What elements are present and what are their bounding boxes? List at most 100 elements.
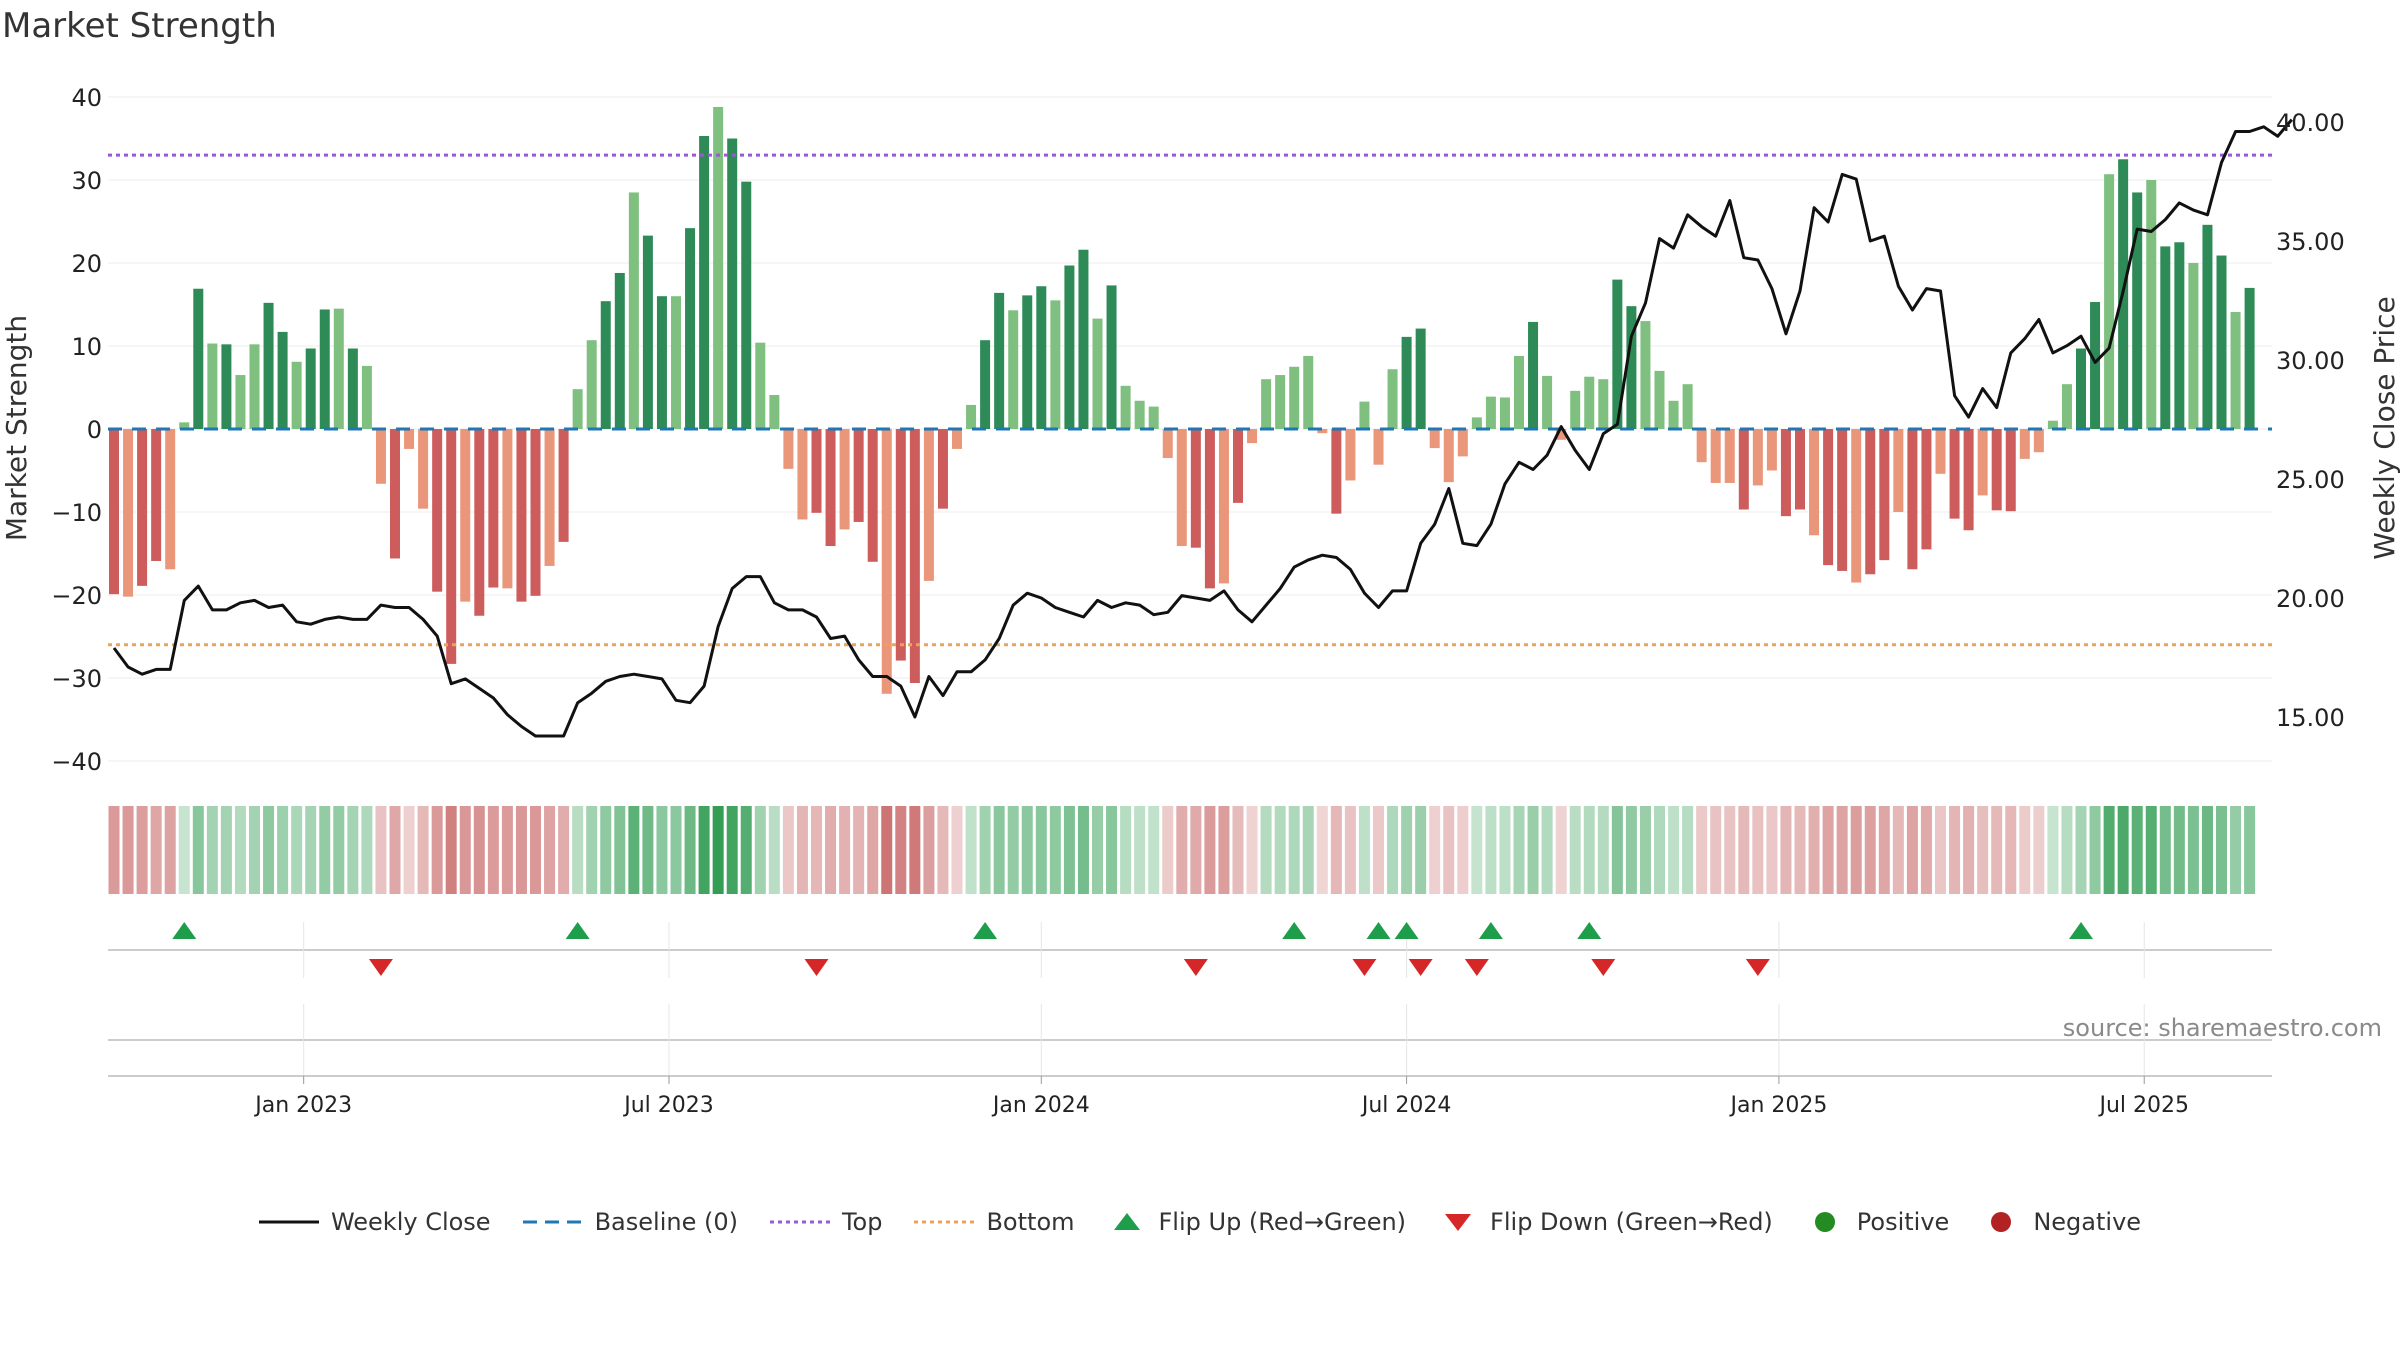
strength-bar bbox=[1654, 370, 1665, 429]
strength-bar bbox=[1148, 406, 1159, 429]
flip-up-marker bbox=[1577, 922, 1602, 939]
heat-cell bbox=[1696, 806, 1708, 894]
strength-bar bbox=[769, 394, 780, 429]
heat-cell bbox=[2019, 806, 2031, 894]
heat-cell bbox=[2033, 806, 2045, 894]
heat-cell bbox=[740, 806, 752, 894]
heat-cell bbox=[2117, 806, 2129, 894]
strength-bar bbox=[1542, 375, 1553, 429]
strength-bar bbox=[656, 296, 667, 429]
strength-bar bbox=[123, 429, 134, 597]
flip-up-marker bbox=[1366, 922, 1391, 939]
heat-cell bbox=[2047, 806, 2059, 894]
strength-bar bbox=[502, 429, 513, 589]
heat-cell bbox=[1429, 806, 1441, 894]
strength-bar bbox=[1303, 355, 1314, 429]
strength-bar bbox=[165, 429, 176, 570]
heat-cell bbox=[1625, 806, 1637, 894]
strength-bar bbox=[460, 429, 471, 602]
strength-bar bbox=[2061, 384, 2072, 429]
strength-bar bbox=[1036, 286, 1047, 429]
strength-bars bbox=[109, 106, 2255, 694]
right-axis-title: Weekly Close Price bbox=[2368, 296, 2400, 559]
heat-cell bbox=[1864, 806, 1876, 894]
strength-bar bbox=[2216, 255, 2227, 429]
heat-cell bbox=[1766, 806, 1778, 894]
heat-cell bbox=[642, 806, 654, 894]
strength-bar bbox=[1640, 321, 1651, 429]
heat-cell bbox=[1724, 806, 1736, 894]
strength-bar bbox=[2146, 180, 2157, 429]
legend-top[interactable]: Top bbox=[769, 1208, 882, 1236]
heat-cell bbox=[206, 806, 218, 894]
heat-cell bbox=[1513, 806, 1525, 894]
heat-cell bbox=[2103, 806, 2115, 894]
heat-cell bbox=[1401, 806, 1413, 894]
heat-cell bbox=[1358, 806, 1370, 894]
strength-bar bbox=[1499, 397, 1510, 429]
heat-cell bbox=[501, 806, 513, 894]
strength-bar bbox=[1373, 429, 1384, 465]
x-tick-label: Jan 2024 bbox=[991, 1093, 1090, 1118]
reference-lines bbox=[108, 153, 2272, 647]
flip-down-marker bbox=[1183, 959, 1208, 976]
heat-cell bbox=[1302, 806, 1314, 894]
strength-bar bbox=[2076, 348, 2086, 429]
left-tick-label: −30 bbox=[51, 665, 102, 693]
heat-cell bbox=[726, 806, 738, 894]
heat-cell bbox=[1246, 806, 1258, 894]
strength-bar bbox=[1092, 318, 1103, 429]
strength-bar bbox=[825, 429, 836, 547]
strength-bar bbox=[1598, 379, 1609, 429]
legend-negative[interactable]: Negative bbox=[1981, 1208, 2141, 1236]
heat-cell bbox=[1794, 806, 1806, 894]
heat-cell bbox=[108, 806, 120, 894]
strength-bar bbox=[2174, 242, 2185, 429]
flip-up-marker bbox=[1478, 922, 1503, 939]
heat-cell bbox=[811, 806, 822, 894]
heat-cell bbox=[2075, 806, 2087, 894]
legend-flip-down[interactable]: Flip Down (Green→Red) bbox=[1438, 1208, 1773, 1236]
legend-flip-up[interactable]: Flip Up (Red→Green) bbox=[1107, 1208, 1406, 1236]
right-tick-label: 25.00 bbox=[2276, 466, 2345, 494]
x-tick-label: Jul 2025 bbox=[2097, 1093, 2189, 1118]
heat-cell bbox=[1007, 806, 1019, 894]
heat-cell bbox=[1120, 806, 1132, 894]
heat-cell bbox=[1836, 806, 1848, 894]
legend-weekly-close[interactable]: Weekly Close bbox=[258, 1208, 491, 1236]
heat-cell bbox=[1906, 806, 1918, 894]
x-tick-label: Jan 2025 bbox=[1728, 1093, 1827, 1118]
heat-cell bbox=[2159, 806, 2171, 894]
legend-bottom[interactable]: Bottom bbox=[914, 1208, 1075, 1236]
legend-label: Positive bbox=[1856, 1208, 1950, 1236]
strength-bar bbox=[1935, 429, 1946, 474]
flip-up-marker bbox=[1282, 922, 1307, 939]
flip-down-marker bbox=[1464, 959, 1489, 976]
strength-bar bbox=[853, 429, 864, 522]
heat-cell bbox=[2145, 806, 2157, 894]
strength-bar bbox=[1514, 355, 1524, 429]
strength-bar bbox=[2230, 311, 2241, 429]
heat-cell bbox=[1373, 806, 1384, 894]
legend-baseline[interactable]: Baseline (0) bbox=[522, 1208, 738, 1236]
strength-bar bbox=[1345, 429, 1356, 481]
flip-up-marker bbox=[2069, 922, 2093, 939]
source-credit: source: sharemaestro.com bbox=[2062, 1014, 2382, 1042]
strength-bar bbox=[1977, 429, 1988, 496]
strength-bar bbox=[558, 429, 569, 542]
strength-bar bbox=[404, 429, 415, 449]
strength-bar bbox=[516, 429, 527, 602]
heat-cell bbox=[1471, 806, 1483, 894]
strength-bar bbox=[1415, 328, 1426, 429]
heat-cell bbox=[1134, 806, 1146, 894]
heat-cell bbox=[2131, 806, 2143, 894]
legend-positive[interactable]: Positive bbox=[1805, 1208, 1950, 1236]
strength-bar bbox=[2132, 192, 2143, 429]
strength-bar bbox=[1331, 429, 1342, 514]
strength-bar bbox=[375, 429, 386, 484]
strength-bar bbox=[305, 348, 316, 429]
heat-cell bbox=[1316, 806, 1328, 894]
strength-bar bbox=[432, 429, 443, 592]
legend-label: Bottom bbox=[986, 1208, 1075, 1236]
